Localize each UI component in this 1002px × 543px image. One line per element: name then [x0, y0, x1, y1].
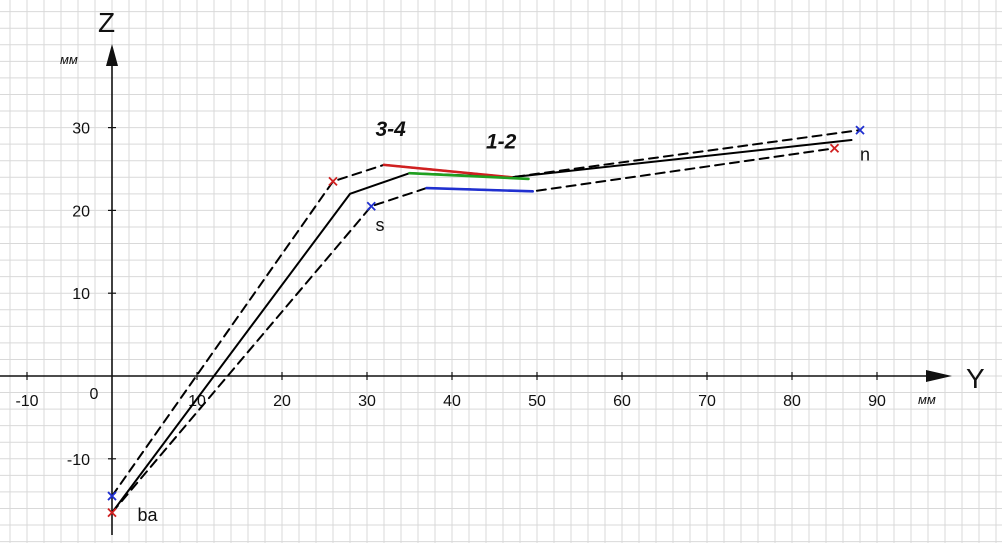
- series-line-5: [408, 171, 530, 181]
- x-tick-label: 60: [613, 393, 631, 410]
- annotation-label: n: [860, 145, 870, 165]
- point-marker: [855, 125, 865, 135]
- annotation-label: ba: [138, 505, 159, 525]
- y-tick-label: 20: [72, 203, 90, 220]
- z-axis-label: Z: [98, 7, 115, 38]
- x-tick-label: 80: [783, 393, 801, 410]
- series-line-4: [382, 163, 513, 179]
- series-group: [111, 129, 861, 514]
- y-axis-label: Y: [966, 363, 985, 394]
- axes: [0, 44, 952, 535]
- series-line-6: [425, 186, 535, 193]
- point-marker: [107, 491, 117, 501]
- markers-group: [107, 125, 865, 518]
- x-tick-label: 40: [443, 393, 461, 410]
- annotation-label: 3-4: [376, 118, 407, 141]
- series-line-3: [111, 147, 836, 514]
- y-axis-arrow: [106, 44, 118, 66]
- x-tick-label: 50: [528, 393, 546, 410]
- x-tick-label: -10: [15, 393, 38, 410]
- annotations-group: 3-4 1-2 n s ba: [138, 118, 871, 525]
- point-marker: [107, 507, 117, 518]
- y-tick-label: 30: [72, 121, 90, 138]
- z-unit-label: мм: [60, 52, 78, 67]
- y-tick-label: -10: [67, 452, 90, 469]
- annotation-label: s: [376, 215, 385, 235]
- annotation-label: 1-2: [486, 130, 517, 153]
- x-tick-label: 20: [273, 393, 291, 410]
- x-axis-arrow: [926, 370, 952, 382]
- y-unit-label: мм: [918, 392, 936, 407]
- x-tick-label: 90: [868, 393, 886, 410]
- y-tick-label: 10: [72, 286, 90, 303]
- x-tick-label: 30: [358, 393, 376, 410]
- point-marker: [328, 176, 338, 187]
- x-tick-label: 0: [90, 386, 99, 403]
- x-tick-label: 70: [698, 393, 716, 410]
- point-marker: [829, 143, 840, 153]
- point-marker: [366, 201, 376, 211]
